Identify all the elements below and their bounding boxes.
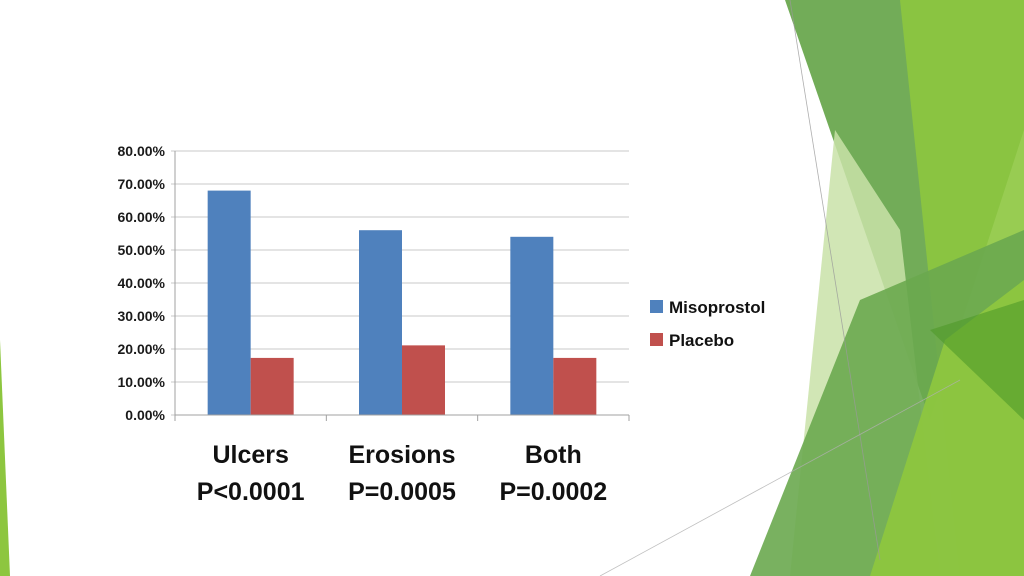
y-tick-label: 0.00% bbox=[125, 407, 165, 423]
chart-legend: Misoprostol Placebo bbox=[650, 298, 765, 350]
y-tick-label: 80.00% bbox=[118, 143, 166, 159]
x-axis: Ulcers P<0.0001 Erosions P=0.0005 Both P=0.00… bbox=[174, 414, 630, 506]
x-category-label: Both bbox=[525, 441, 582, 469]
thin-diagonal-line bbox=[599, 379, 961, 576]
left-green-sliver bbox=[0, 340, 10, 576]
y-tick-label: 30.00% bbox=[118, 308, 166, 324]
legend-label-misoprostol: Misoprostol bbox=[669, 298, 765, 317]
x-category-pvalue: P=0.0002 bbox=[499, 478, 607, 506]
legend-swatch-misoprostol bbox=[650, 300, 663, 313]
y-tick-label: 20.00% bbox=[118, 341, 166, 357]
legend-label-placebo: Placebo bbox=[669, 331, 734, 350]
bar-placebo-erosions bbox=[402, 345, 445, 415]
bar-misoprostol-erosions bbox=[359, 230, 402, 415]
x-category-pvalue: P=0.0005 bbox=[348, 478, 456, 506]
x-category-label: Ulcers bbox=[212, 441, 288, 469]
bar-placebo-ulcers bbox=[250, 357, 294, 415]
y-axis: 0.00% 10.00% 20.00% 30.00% 40.00% 50.00% 60.00… bbox=[118, 143, 176, 423]
green-facet-dark bbox=[930, 300, 1024, 420]
chart-bars bbox=[207, 190, 597, 415]
bar-misoprostol-both bbox=[510, 236, 554, 415]
thin-diagonal-line bbox=[789, 0, 881, 561]
y-tick-label: 60.00% bbox=[118, 209, 166, 225]
legend-swatch-placebo bbox=[650, 333, 663, 346]
bar-placebo-both bbox=[553, 357, 597, 415]
x-category-label: Erosions bbox=[349, 441, 456, 469]
x-category-pvalue: P<0.0001 bbox=[197, 478, 305, 506]
y-tick-label: 40.00% bbox=[118, 275, 166, 291]
y-tick-label: 50.00% bbox=[118, 242, 166, 258]
y-tick-label: 70.00% bbox=[118, 176, 166, 192]
y-tick-label: 10.00% bbox=[118, 374, 166, 390]
bar-misoprostol-ulcers bbox=[207, 190, 251, 415]
